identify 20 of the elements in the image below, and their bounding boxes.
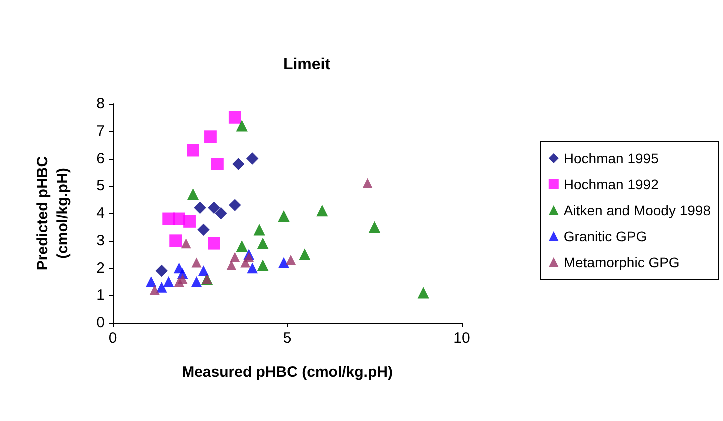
y-tick-label: 0 [96, 314, 105, 332]
chart-title: Limeit [283, 56, 332, 74]
x-tick-label: 5 [283, 330, 292, 347]
y-axis-title: Predicted pHBC (cmol/kg.pH) [34, 156, 72, 271]
legend-label: Metamorphic GPG [564, 254, 680, 270]
y-tick-label: 6 [96, 150, 105, 168]
y-tick-label: 2 [96, 260, 105, 277]
y-tick-label: 5 [96, 178, 105, 195]
x-tick-label: 10 [454, 330, 470, 347]
y-tick-label: 8 [96, 96, 105, 112]
x-axis-title: Measured pHBC (cmol/kg.pH) [182, 364, 393, 381]
legend-label: Hochman 1992 [564, 176, 660, 192]
y-tick-label: 4 [96, 205, 105, 222]
legend-label: Granitic GPG [564, 228, 648, 244]
y-tick-label: 1 [96, 287, 105, 304]
legend-label: Hochman 1995 [564, 150, 660, 166]
x-tick-label: 0 [108, 330, 118, 347]
y-tick-label: 7 [96, 122, 105, 140]
y-tick-label: 3 [96, 232, 105, 250]
legend-label: Aitken and Moody 1998 [564, 202, 712, 218]
